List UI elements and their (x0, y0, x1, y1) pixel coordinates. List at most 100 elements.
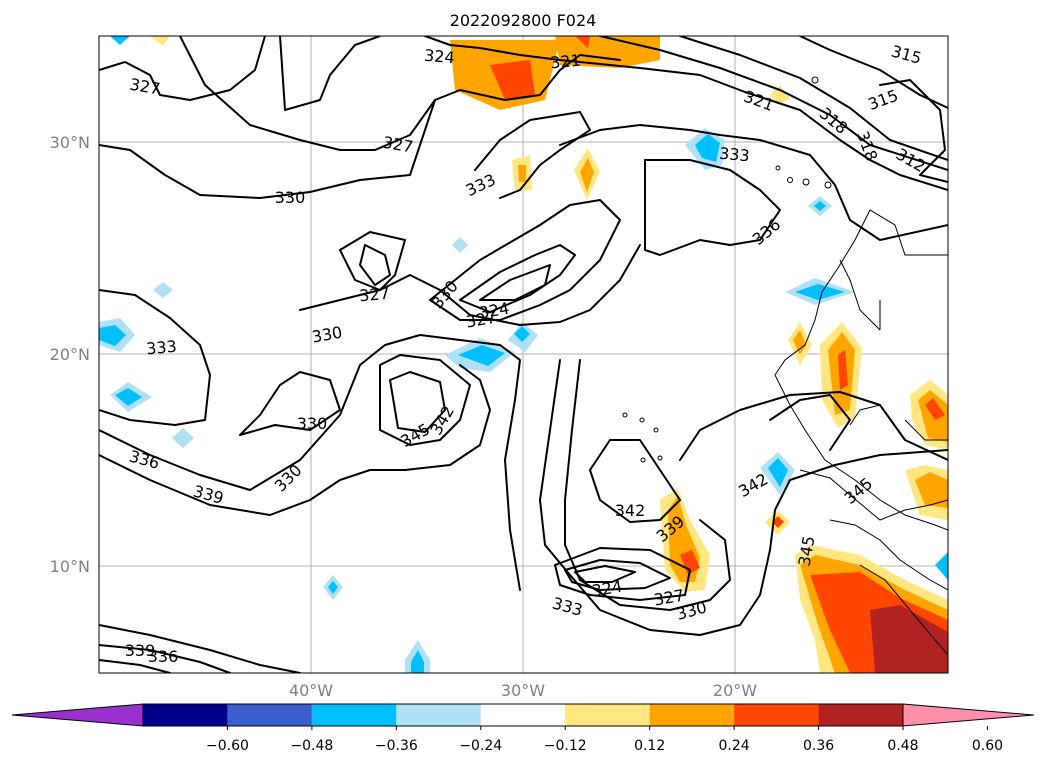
contour-333-sw (99, 659, 171, 673)
cabo-verde-island (622, 412, 628, 418)
contour-label: 339 (125, 641, 156, 660)
contour-321 (599, 36, 948, 171)
colorbar-swatch (818, 704, 903, 726)
colorbar-swatch (480, 704, 566, 726)
map-frame (98, 35, 949, 674)
contour-333-a (474, 111, 591, 199)
contour-label: 330 (275, 188, 306, 207)
contour-label: 336 (127, 447, 161, 473)
contour-label: 336 (148, 647, 179, 666)
contour-label: 333 (550, 594, 584, 620)
contour-312 (879, 79, 948, 183)
contour-label: 318 (816, 104, 852, 138)
colorbar-extend-min (11, 703, 144, 727)
contours (99, 36, 948, 673)
contour-label: 330 (271, 461, 306, 496)
shade-cyan (411, 650, 424, 673)
west-africa-borders (799, 469, 948, 656)
contour-label: 333 (463, 170, 499, 200)
lon-label-20w: 20°W (713, 681, 757, 700)
shade-red (575, 36, 590, 48)
shade-cyan (110, 36, 130, 45)
contour-318 (679, 36, 948, 161)
coastlines (622, 76, 948, 656)
shade-darkred (870, 605, 948, 673)
shade-cyan (795, 284, 845, 300)
shade-red (925, 398, 945, 420)
shade-cyan (514, 326, 530, 342)
colorbar-swatch (396, 704, 481, 726)
colorbar-swatch (734, 704, 819, 726)
colorbar: −0.60 −0.48 −0.36 −0.24 −0.12 0.12 0.24 0.36 0.4… (11, 703, 1035, 754)
contour-324-band (424, 36, 948, 191)
shade-yellow (150, 36, 170, 46)
colorbar-swatch (649, 704, 735, 726)
shade-red (838, 350, 848, 390)
colorbar-extend-max (902, 703, 1035, 727)
contour-label: 342 (615, 501, 646, 520)
colorbar-tick-label: −0.60 (206, 738, 249, 754)
contour-342-africa (679, 391, 948, 461)
colorbar-swatch (143, 704, 228, 726)
contour-label: 339 (191, 482, 225, 508)
shade-lightblue (452, 237, 468, 253)
contour-label: 321 (549, 51, 581, 73)
shade-cyan (814, 201, 826, 211)
shade-orange (793, 330, 806, 355)
contour-330-south (554, 547, 691, 601)
colorbar-tick-label: 0.24 (719, 738, 750, 754)
colorbar-tick-label: −0.24 (459, 738, 502, 754)
cabo-verde-island (657, 455, 663, 461)
africa-coast (774, 209, 948, 531)
contour-label: 333 (718, 144, 750, 166)
contour-333-west (99, 289, 211, 426)
contour-label: 318 (853, 129, 881, 164)
lat-label-10n: 10°N (50, 557, 90, 576)
contour-327 (179, 36, 621, 151)
shade-red (490, 60, 535, 100)
shade-red (680, 550, 700, 575)
shade-lightblue (172, 428, 194, 448)
shade-cyan (935, 552, 948, 580)
contour-label: 315 (866, 86, 901, 114)
contour-label: 327 (128, 75, 161, 99)
colorbar-swatch (565, 704, 650, 726)
contour-339-main (99, 364, 491, 516)
contour-label: 327 (381, 133, 414, 157)
canary-island (824, 181, 832, 189)
contour-324-inner (479, 264, 551, 301)
contour-342-loop (589, 439, 681, 523)
contour-label: 330 (297, 414, 328, 433)
shade-cyan (115, 388, 142, 406)
shade-orange (915, 472, 948, 508)
canary-island (787, 177, 793, 183)
canary-island (802, 178, 810, 186)
contour-330-north (99, 99, 436, 199)
lat-label-30n: 30°N (50, 133, 90, 152)
contour-336-sw (99, 644, 231, 673)
contour-327-west (339, 231, 406, 291)
contour-327-nw (99, 36, 266, 101)
colorbar-swatch (227, 704, 312, 726)
madeira-island (811, 76, 819, 84)
canary-island (775, 165, 781, 171)
gridlines (99, 36, 948, 673)
shade-cyan (768, 458, 788, 487)
contour-label: 345 (841, 474, 877, 508)
contour-342-east (564, 359, 731, 611)
shade-cyan (99, 325, 126, 346)
lon-label-30w: 30°W (501, 681, 545, 700)
contour-label: 330 (428, 277, 462, 313)
shade-cyan (695, 134, 720, 162)
cabo-verde-island (639, 417, 645, 423)
contour-324 (279, 36, 381, 111)
contour-327-inner (459, 244, 576, 313)
colorbar-outline (142, 703, 904, 727)
colorbar-swatch (311, 704, 397, 726)
colorbar-tick-label: −0.36 (375, 738, 418, 754)
shade-cyan (458, 345, 505, 366)
map-title: 2022092800 F024 (450, 11, 597, 30)
contour-345-ring (389, 371, 446, 433)
shade-yellow (770, 85, 790, 105)
contour-label: 345 (397, 419, 433, 451)
